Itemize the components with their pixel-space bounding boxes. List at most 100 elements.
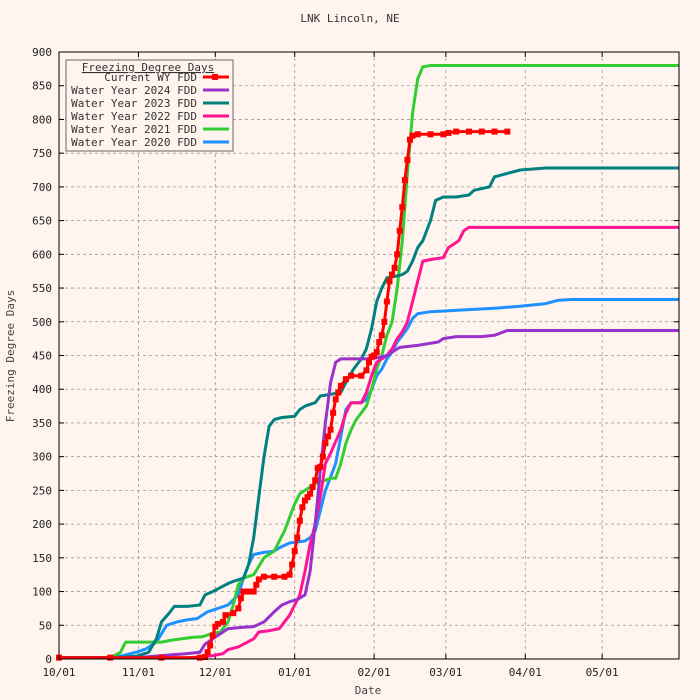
- legend-label: Water Year 2023 FDD: [71, 97, 197, 110]
- series-point-current-wy-fdd: [235, 605, 242, 612]
- series-point-current-wy-fdd: [209, 632, 216, 639]
- series-point-current-wy-fdd: [307, 490, 314, 497]
- series-point-current-wy-fdd: [255, 576, 262, 583]
- x-tick-label: 11/01: [122, 666, 155, 679]
- x-tick-label: 10/01: [42, 666, 75, 679]
- series-point-current-wy-fdd: [309, 484, 316, 491]
- series-point-current-wy-fdd: [296, 517, 303, 524]
- y-tick-label: 550: [32, 282, 52, 295]
- series-point-current-wy-fdd: [204, 649, 211, 656]
- x-tick-label: 01/01: [278, 666, 311, 679]
- series-point-current-wy-fdd: [394, 251, 401, 258]
- chart-title: LNK Lincoln, NE: [300, 12, 399, 25]
- series-line-water-year-2022-fdd: [59, 225, 679, 660]
- y-tick-label: 700: [32, 181, 52, 194]
- series-point-current-wy-fdd: [371, 352, 378, 359]
- x-axis-label: Date: [355, 684, 382, 697]
- y-tick-label: 400: [32, 383, 52, 396]
- y-tick-label: 850: [32, 80, 52, 93]
- series-point-current-wy-fdd: [219, 618, 226, 625]
- series-group: [56, 64, 679, 661]
- series-point-current-wy-fdd: [107, 654, 114, 661]
- series-point-current-wy-fdd: [299, 504, 306, 511]
- legend-label: Water Year 2022 FDD: [71, 110, 197, 123]
- x-tick-label: 04/01: [509, 666, 542, 679]
- series-point-current-wy-fdd: [465, 128, 472, 135]
- y-tick-label: 600: [32, 248, 52, 261]
- series-point-current-wy-fdd: [325, 433, 332, 440]
- series-point-current-wy-fdd: [504, 128, 511, 135]
- series-point-current-wy-fdd: [391, 264, 398, 271]
- series-point-current-wy-fdd: [330, 409, 337, 416]
- series-point-current-wy-fdd: [453, 128, 460, 135]
- x-tick-label: 02/01: [358, 666, 391, 679]
- series-point-current-wy-fdd: [399, 204, 406, 211]
- y-tick-label: 350: [32, 417, 52, 430]
- series-point-current-wy-fdd: [281, 573, 288, 580]
- legend-label: Current WY FDD: [104, 71, 197, 84]
- series-point-current-wy-fdd: [332, 396, 339, 403]
- series-point-current-wy-fdd: [158, 654, 165, 661]
- y-tick-label: 750: [32, 147, 52, 160]
- legend-marker: [212, 74, 218, 80]
- series-line-water-year-2023-fdd: [59, 166, 679, 660]
- x-tick-label: 12/01: [199, 666, 232, 679]
- y-tick-label: 450: [32, 350, 52, 363]
- series-point-current-wy-fdd: [342, 376, 349, 383]
- plot-frame: [58, 51, 680, 660]
- series-point-current-wy-fdd: [271, 573, 278, 580]
- series-point-current-wy-fdd: [301, 497, 308, 504]
- x-axis-ticks: 10/01 11/01 12/01 01/01 02/01 03/01 04/01 05/01: [42, 52, 619, 679]
- series-point-current-wy-fdd: [245, 588, 252, 595]
- series-point-current-wy-fdd: [317, 463, 324, 470]
- series-point-current-wy-fdd: [291, 548, 298, 555]
- series-point-current-wy-fdd: [322, 440, 329, 447]
- series-point-current-wy-fdd: [196, 654, 203, 661]
- series-point-current-wy-fdd: [250, 588, 257, 595]
- series-point-current-wy-fdd: [319, 453, 326, 460]
- series-point-current-wy-fdd: [358, 372, 365, 379]
- y-tick-label: 0: [45, 653, 52, 666]
- series-point-current-wy-fdd: [363, 367, 370, 374]
- series-point-current-wy-fdd: [312, 477, 319, 484]
- y-axis-ticks: 0 50 100 150 200 250 300 350 400 450 500 550 600 650 7…: [32, 46, 679, 666]
- series-point-current-wy-fdd: [376, 339, 383, 346]
- series-point-current-wy-fdd: [409, 132, 416, 139]
- y-tick-label: 150: [32, 552, 52, 565]
- legend-title: Freezing Degree Days: [82, 61, 214, 74]
- y-tick-label: 500: [32, 316, 52, 329]
- series-point-current-wy-fdd: [240, 588, 247, 595]
- x-tick-label: 05/01: [586, 666, 619, 679]
- series-point-current-wy-fdd: [378, 332, 385, 339]
- series-point-current-wy-fdd: [404, 156, 411, 163]
- series-point-current-wy-fdd: [222, 612, 229, 619]
- y-tick-label: 650: [32, 215, 52, 228]
- series-point-current-wy-fdd: [373, 349, 380, 356]
- series-point-current-wy-fdd: [202, 653, 209, 660]
- y-tick-label: 900: [32, 46, 52, 59]
- series-point-current-wy-fdd: [445, 129, 452, 136]
- series-point-current-wy-fdd: [414, 131, 421, 138]
- series-point-current-wy-fdd: [381, 318, 388, 325]
- series-point-current-wy-fdd: [491, 128, 498, 135]
- series-point-current-wy-fdd: [478, 128, 485, 135]
- series-point-current-wy-fdd: [440, 131, 447, 138]
- series-point-current-wy-fdd: [294, 534, 301, 541]
- series-point-current-wy-fdd: [214, 620, 221, 627]
- series-point-current-wy-fdd: [327, 426, 334, 433]
- y-tick-label: 800: [32, 113, 52, 126]
- series-point-current-wy-fdd: [260, 573, 267, 580]
- series-line-water-year-2020-fdd: [59, 298, 679, 660]
- series-point-current-wy-fdd: [286, 571, 293, 578]
- legend-label: Water Year 2024 FDD: [71, 84, 197, 97]
- legend: Freezing Degree Days Current WY FDDWater…: [65, 59, 234, 152]
- y-tick-label: 300: [32, 451, 52, 464]
- series-point-current-wy-fdd: [335, 389, 342, 396]
- x-tick-label: 03/01: [429, 666, 462, 679]
- series-point-current-wy-fdd: [406, 136, 413, 143]
- y-tick-label: 250: [32, 484, 52, 497]
- series-point-current-wy-fdd: [427, 131, 434, 138]
- y-tick-label: 200: [32, 518, 52, 531]
- series-point-current-wy-fdd: [304, 494, 311, 501]
